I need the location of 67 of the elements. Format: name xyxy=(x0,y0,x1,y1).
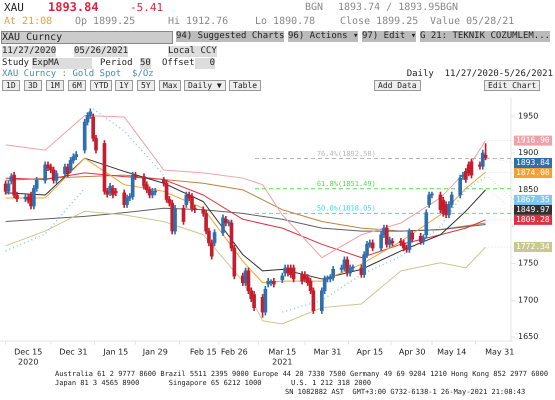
y-tick-label: 1700 xyxy=(518,295,538,304)
x-tick-label: Dec 15 2020 xyxy=(14,348,42,366)
text: 94) Suggested Charts xyxy=(176,31,284,42)
text: 97) Edit ▾ xyxy=(362,31,416,42)
text: Table xyxy=(229,80,262,91)
x-tick-label: Mar 15 2021 xyxy=(268,348,296,366)
text: 5Y xyxy=(137,80,155,91)
data-label: 1916.90 xyxy=(516,136,550,145)
text: 1893.84 xyxy=(48,0,99,14)
text: 11/27/2020 xyxy=(2,46,56,57)
text: Lo 1890.78 xyxy=(255,16,316,27)
text: Period xyxy=(100,58,133,69)
chart-subtitle: Daily 11/27/2020-5/26/2021 xyxy=(406,69,553,80)
candlestick xyxy=(134,172,138,180)
text: Add Data xyxy=(374,80,421,91)
text: 6M xyxy=(68,80,86,91)
y-tick-label: 1650 xyxy=(518,332,538,342)
text: 3D xyxy=(24,80,42,91)
x-tick-label: Dec 31 xyxy=(59,348,88,357)
text: ExpMA xyxy=(32,58,92,69)
text: XAU Curncy xyxy=(1,31,173,44)
text: 0 xyxy=(195,58,215,69)
y-tick-label: 1900 xyxy=(518,148,538,158)
text: Offset xyxy=(162,58,195,69)
text: 1M xyxy=(46,80,64,91)
text: Local CCY xyxy=(168,46,217,57)
text: 05/26/2021 xyxy=(74,46,128,57)
y-tick-label: 1850 xyxy=(518,184,538,194)
text: YTD xyxy=(90,80,112,91)
text: 1893.74 / 1893.95 xyxy=(338,2,440,13)
data-label: 1874.08 xyxy=(516,168,550,178)
text: 1D xyxy=(2,80,20,91)
data-label: 1849.97 xyxy=(516,204,550,214)
x-tick-label: Apr 30 xyxy=(398,348,426,357)
text: Op 1899.25 xyxy=(75,16,136,27)
text: 96) Actions ▾ xyxy=(288,31,358,42)
text: Value 05/28/21 xyxy=(430,16,514,27)
x-tick-label: Jan 29 xyxy=(142,348,168,357)
y-tick-label: 1750 xyxy=(518,258,538,268)
annotation: 1893.84 xyxy=(516,158,550,168)
text: Edit Chart xyxy=(484,80,540,91)
x-tick-label: Feb 15 xyxy=(190,348,217,357)
text: Hi 1912.76 xyxy=(168,16,228,27)
text: XAU xyxy=(4,1,24,14)
text: 50 xyxy=(140,58,151,69)
text: Max xyxy=(159,80,182,91)
x-tick-label: Jan 15 xyxy=(102,348,128,357)
x-tick-label: May 31 xyxy=(485,348,514,357)
x-tick-label: Apr 15 xyxy=(356,348,384,357)
x-tick-label: Feb 26 xyxy=(220,348,248,357)
text: 1Y xyxy=(115,80,133,91)
chart-title: XAU Curncy : Gold Spot $/Oz xyxy=(2,69,154,80)
text: At 21:08 xyxy=(4,16,52,27)
text: BGN xyxy=(440,2,458,13)
candlestick xyxy=(390,238,394,246)
text: Daily ▼ xyxy=(184,80,226,91)
text: Close 1899.25 xyxy=(340,16,418,27)
x-tick-label: May 14 xyxy=(437,348,466,357)
text: Study xyxy=(2,58,30,69)
y-tick-label: 1950 xyxy=(518,111,538,120)
x-tick-label: Mar 31 xyxy=(314,348,342,357)
data-label: 1809.28 xyxy=(516,214,550,224)
text: BGN xyxy=(305,2,324,13)
data-label: 1867.35 xyxy=(516,194,550,204)
text: G 21: TEKNIK COZUMLEM... xyxy=(420,31,550,42)
text: -5.41 xyxy=(130,1,164,14)
data-label: 1772.34 xyxy=(516,242,550,252)
